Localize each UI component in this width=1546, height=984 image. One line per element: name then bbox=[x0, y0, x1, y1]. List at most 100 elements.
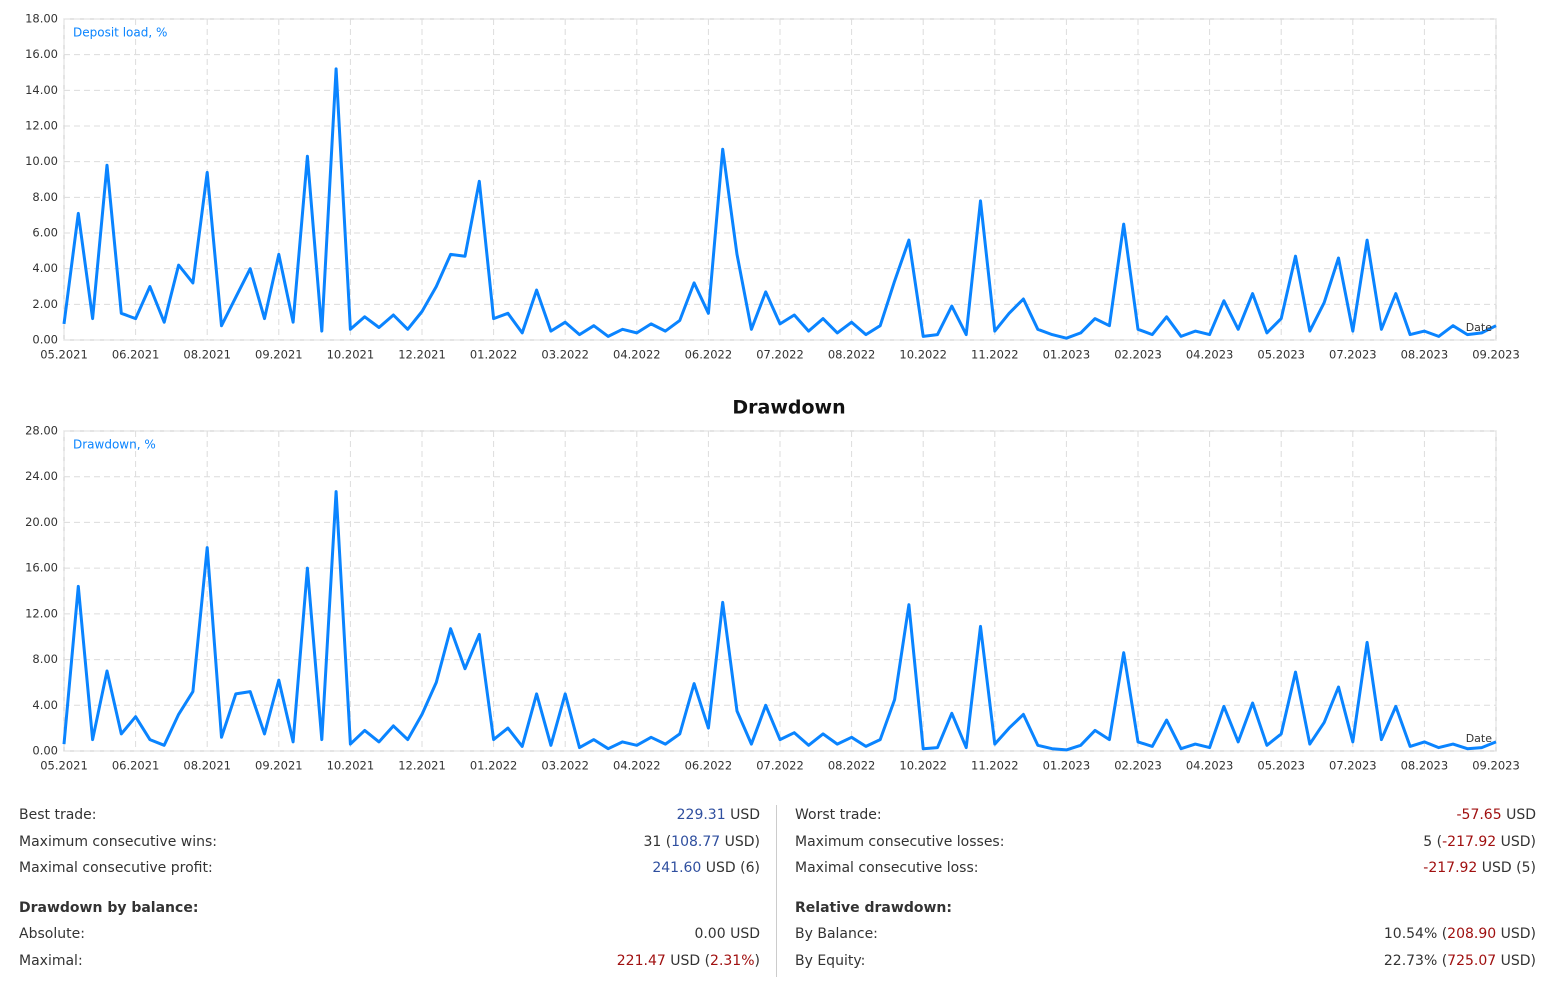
stats-row: Worst trade: -57.65 USD bbox=[795, 805, 1536, 825]
value-part: 5 ( bbox=[1423, 834, 1443, 850]
stat-label: By Balance: bbox=[795, 926, 878, 942]
y-tick-label: 4.00 bbox=[32, 261, 58, 275]
value-part: USD (5) bbox=[1477, 860, 1536, 876]
x-tick-label: 04.2023 bbox=[1186, 759, 1234, 773]
x-tick-label: 05.2021 bbox=[40, 348, 88, 362]
value-part: ) bbox=[754, 953, 760, 969]
section-title: Drawdown by balance: bbox=[19, 900, 199, 916]
value-part: USD bbox=[725, 807, 760, 823]
x-tick-label: 09.2021 bbox=[255, 759, 303, 773]
x-tick-label: 03.2022 bbox=[541, 348, 589, 362]
x-tick-label: 05.2021 bbox=[40, 759, 88, 773]
y-tick-label: 12.00 bbox=[25, 606, 58, 620]
y-tick-label: 24.00 bbox=[25, 469, 58, 483]
x-tick-label: 08.2021 bbox=[183, 759, 231, 773]
x-axis-label: Date bbox=[1466, 732, 1493, 745]
y-tick-label: 20.00 bbox=[25, 515, 58, 529]
x-tick-label: 07.2022 bbox=[756, 759, 804, 773]
x-tick-label: 07.2023 bbox=[1329, 759, 1377, 773]
y-tick-label: 2.00 bbox=[32, 297, 58, 311]
chart-title: Drawdown bbox=[732, 397, 845, 419]
stats-row: Maximal consecutive loss: -217.92 USD (5) bbox=[795, 858, 1536, 878]
stat-value: 0.00 USD bbox=[694, 924, 760, 944]
value-part: 108.77 bbox=[671, 834, 721, 850]
stats-row: Drawdown by balance: bbox=[19, 898, 760, 918]
x-tick-label: 10.2021 bbox=[327, 348, 375, 362]
y-tick-label: 8.00 bbox=[32, 652, 58, 666]
x-tick-label: 08.2022 bbox=[828, 759, 876, 773]
y-tick-label: 16.00 bbox=[25, 47, 58, 61]
x-tick-label: 12.2021 bbox=[398, 348, 446, 362]
x-tick-label: 01.2023 bbox=[1043, 759, 1091, 773]
value-part: USD (6) bbox=[701, 860, 760, 876]
stats-row: Maximum consecutive losses: 5 (-217.92 US… bbox=[795, 832, 1536, 852]
x-tick-label: 05.2023 bbox=[1257, 348, 1305, 362]
x-tick-label: 01.2023 bbox=[1043, 348, 1091, 362]
x-tick-label: 09.2021 bbox=[255, 348, 303, 362]
value-part: 10.54% ( bbox=[1383, 926, 1448, 942]
value-part: 22.73% ( bbox=[1383, 953, 1448, 969]
value-part: 31 ( bbox=[643, 834, 672, 850]
value-part: -57.65 bbox=[1456, 807, 1502, 823]
x-tick-label: 11.2022 bbox=[971, 348, 1019, 362]
y-tick-label: 14.00 bbox=[25, 83, 58, 97]
y-tick-label: 4.00 bbox=[32, 698, 58, 712]
x-tick-label: 07.2023 bbox=[1329, 348, 1377, 362]
divider bbox=[776, 805, 777, 977]
stat-label: Maximal consecutive loss: bbox=[795, 860, 979, 876]
stat-value: -57.65 USD bbox=[1456, 805, 1536, 825]
x-tick-label: 07.2022 bbox=[756, 348, 804, 362]
series-line bbox=[62, 490, 1497, 752]
stat-value: 229.31 USD bbox=[677, 805, 760, 825]
value-part: USD bbox=[1501, 807, 1536, 823]
x-tick-label: 10.2021 bbox=[327, 759, 375, 773]
x-tick-label: 10.2022 bbox=[899, 759, 947, 773]
value-part: 2.31% bbox=[710, 953, 755, 969]
stat-label: Maximum consecutive losses: bbox=[795, 834, 1005, 850]
section-title: Relative drawdown: bbox=[795, 900, 952, 916]
y-tick-label: 8.00 bbox=[32, 190, 58, 204]
stats-row: Absolute: 0.00 USD bbox=[19, 924, 760, 944]
value-part: USD ( bbox=[665, 953, 711, 969]
stat-label: Maximal consecutive profit: bbox=[19, 860, 213, 876]
stat-label: Maximal: bbox=[19, 953, 83, 969]
stat-label: Best trade: bbox=[19, 807, 97, 823]
x-tick-label: 11.2022 bbox=[971, 759, 1019, 773]
stats-row: Best trade: 229.31 USD bbox=[19, 805, 760, 825]
x-tick-label: 02.2023 bbox=[1114, 759, 1162, 773]
value-part: 725.07 bbox=[1447, 953, 1497, 969]
x-tick-label: 08.2023 bbox=[1401, 348, 1449, 362]
stats-row: By Equity: 22.73% (725.07 USD) bbox=[795, 951, 1536, 971]
x-tick-label: 03.2022 bbox=[541, 759, 589, 773]
x-tick-label: 04.2022 bbox=[613, 759, 661, 773]
y-tick-label: 0.00 bbox=[32, 333, 58, 347]
stats-row: Maximal consecutive profit: 241.60 USD (6… bbox=[19, 858, 760, 878]
y-tick-label: 28.00 bbox=[25, 424, 58, 438]
stat-label: By Equity: bbox=[795, 953, 866, 969]
stats-row: Relative drawdown: bbox=[795, 898, 1536, 918]
y-tick-label: 10.00 bbox=[25, 154, 58, 168]
stats-row: Maximal: 221.47 USD (2.31%) bbox=[19, 951, 760, 971]
x-tick-label: 08.2022 bbox=[828, 348, 876, 362]
x-tick-label: 09.2023 bbox=[1472, 759, 1520, 773]
stat-label: Worst trade: bbox=[795, 807, 882, 823]
x-tick-label: 10.2022 bbox=[899, 348, 947, 362]
legend-label: Deposit load, % bbox=[73, 26, 167, 40]
stat-label: Absolute: bbox=[19, 926, 85, 942]
y-tick-label: 16.00 bbox=[25, 561, 58, 575]
x-tick-label: 01.2022 bbox=[470, 348, 518, 362]
x-tick-label: 08.2021 bbox=[183, 348, 231, 362]
stat-value: 241.60 USD (6) bbox=[652, 858, 760, 878]
value-part: USD) bbox=[1496, 834, 1536, 850]
stat-value: 31 (108.77 USD) bbox=[643, 832, 760, 852]
stat-label: Maximum consecutive wins: bbox=[19, 834, 217, 850]
legend-label: Drawdown, % bbox=[73, 438, 156, 452]
value-part: 241.60 bbox=[652, 860, 702, 876]
x-tick-label: 09.2023 bbox=[1472, 348, 1520, 362]
value-part: -217.92 bbox=[1442, 834, 1497, 850]
stat-value: 10.54% (208.90 USD) bbox=[1384, 924, 1536, 944]
x-tick-label: 02.2023 bbox=[1114, 348, 1162, 362]
value-part: 221.47 bbox=[616, 953, 666, 969]
value-part: 208.90 bbox=[1447, 926, 1497, 942]
series-line bbox=[62, 67, 1497, 340]
